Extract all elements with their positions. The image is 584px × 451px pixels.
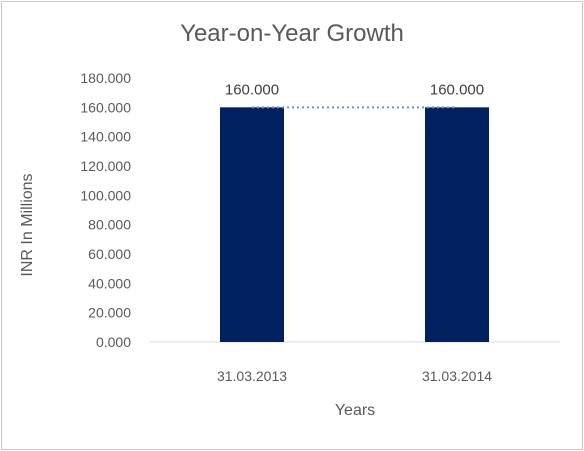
y-tick-label: 60.000 xyxy=(88,246,131,262)
bar xyxy=(425,107,489,342)
y-tick-label: 20.000 xyxy=(88,305,131,321)
y-tick-label: 140.000 xyxy=(80,129,131,145)
y-tick-label: 180.000 xyxy=(80,70,131,86)
data-label: 160.000 xyxy=(430,81,484,98)
y-tick-label: 160.000 xyxy=(80,99,131,115)
y-tick-label: 0.000 xyxy=(96,334,131,350)
x-tick-label: 31.03.2014 xyxy=(422,368,492,384)
data-label: 160.000 xyxy=(225,81,279,98)
bar xyxy=(220,107,284,342)
chart-title: Year-on-Year Growth xyxy=(180,20,404,47)
x-axis-label: Years xyxy=(334,402,376,419)
y-tick-label: 100.000 xyxy=(80,187,131,203)
y-tick-label: 120.000 xyxy=(80,158,131,174)
y-tick-label: 80.000 xyxy=(88,217,131,233)
y-tick-label: 40.000 xyxy=(88,275,131,291)
x-tick-label: 31.03.2013 xyxy=(217,368,287,384)
